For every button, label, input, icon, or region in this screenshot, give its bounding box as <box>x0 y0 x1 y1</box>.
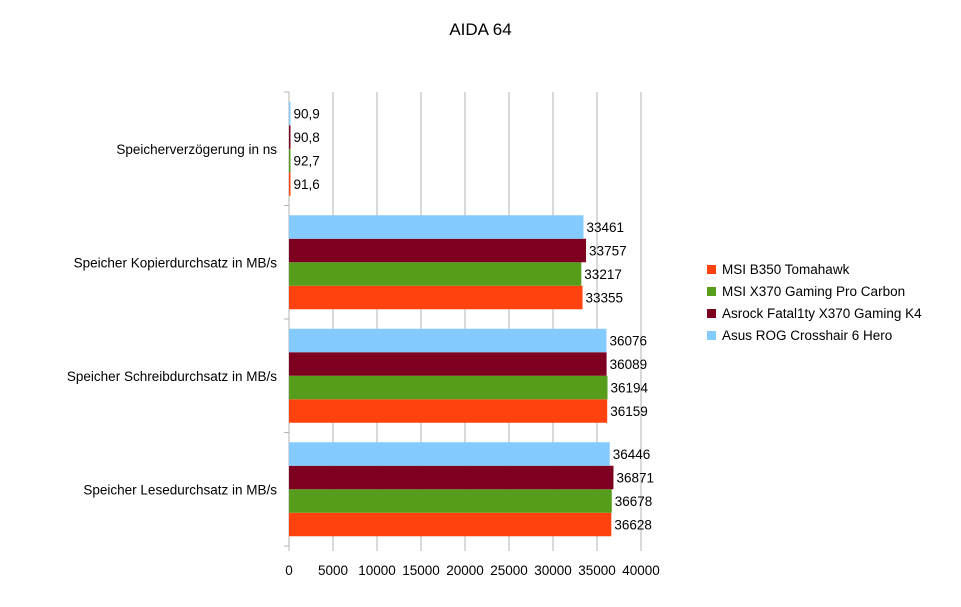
bar <box>289 285 583 310</box>
data-label: 92,7 <box>294 154 320 169</box>
legend-label: Asrock Fatal1ty X370 Gaming K4 <box>722 305 922 321</box>
chart-title: AIDA 64 <box>449 20 512 39</box>
category-label: Speicher Lesedurchsatz in MB/s <box>83 482 277 497</box>
bar <box>289 238 587 263</box>
legend-swatch <box>707 264 716 274</box>
data-label: 36194 <box>611 381 649 396</box>
bar <box>289 399 608 423</box>
legend-label: MSI X370 Gaming Pro Carbon <box>722 283 906 299</box>
x-tick-label: 15000 <box>402 563 440 578</box>
x-tick-label: 0 <box>285 563 293 578</box>
x-tick-label: 40000 <box>622 563 660 578</box>
legend: MSI B350 Tomahawk MSI X370 Gaming Pro Car… <box>707 258 922 346</box>
data-label: 36446 <box>613 447 651 462</box>
x-tick-label: 10000 <box>358 563 396 578</box>
category-label: Speicherverzögerung in ns <box>116 142 277 157</box>
bar <box>289 172 291 196</box>
legend-swatch <box>707 330 716 340</box>
x-tick-label: 25000 <box>490 563 528 578</box>
bar <box>289 442 610 466</box>
data-label: 33461 <box>586 220 624 235</box>
data-label: 36089 <box>610 357 648 372</box>
data-label: 33757 <box>589 244 627 259</box>
legend-label: MSI B350 Tomahawk <box>722 261 850 277</box>
bar <box>289 101 291 126</box>
bar <box>289 148 291 173</box>
bar <box>289 465 614 490</box>
legend-item: MSI B350 Tomahawk <box>707 258 922 280</box>
data-label: 33217 <box>584 267 622 282</box>
legend-swatch <box>707 286 716 296</box>
x-tick-label: 20000 <box>446 563 484 578</box>
bar <box>289 352 607 376</box>
category-label: Speicher Kopierdurchsatz in MB/s <box>74 255 278 270</box>
bar <box>289 215 584 239</box>
legend-item: Asus ROG Crosshair 6 Hero <box>707 324 922 346</box>
bar <box>289 125 291 149</box>
legend-item: MSI X370 Gaming Pro Carbon <box>707 280 922 302</box>
data-label: 33355 <box>586 291 624 306</box>
x-tick-label: 35000 <box>578 563 616 578</box>
bar <box>289 512 612 537</box>
data-label: 90,8 <box>294 130 320 145</box>
bar <box>289 262 582 286</box>
data-label: 90,9 <box>294 107 320 122</box>
legend-label: Asus ROG Crosshair 6 Hero <box>722 327 893 343</box>
legend-item: Asrock Fatal1ty X370 Gaming K4 <box>707 302 922 324</box>
bar <box>289 328 607 353</box>
x-tick-label: 30000 <box>534 563 572 578</box>
legend-swatch <box>707 308 716 318</box>
category-label: Speicher Schreibdurchsatz in MB/s <box>67 369 277 384</box>
data-label: 36678 <box>615 494 653 509</box>
x-tick-label: 5000 <box>318 563 348 578</box>
data-label: 36076 <box>609 334 647 349</box>
bar <box>289 489 612 513</box>
data-label: 36159 <box>610 404 648 419</box>
data-label: 36871 <box>616 471 654 486</box>
bar <box>289 375 608 400</box>
data-label: 36628 <box>614 518 652 533</box>
data-label: 91,6 <box>294 177 320 192</box>
